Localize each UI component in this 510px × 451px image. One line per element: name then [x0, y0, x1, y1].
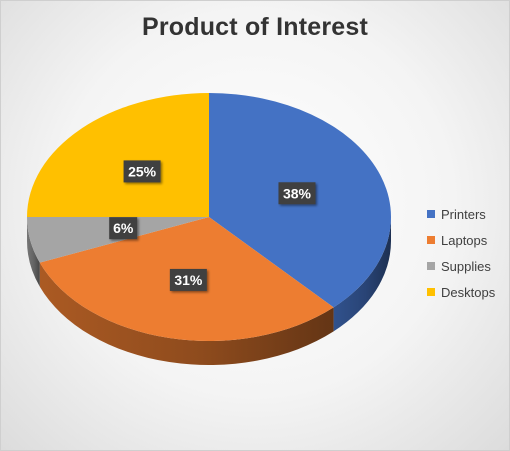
legend-item-printers: Printers: [427, 201, 495, 227]
svg-text:6%: 6%: [113, 220, 134, 236]
legend-swatch: [427, 262, 435, 270]
data-labels: 38% 31% 6% 25%: [109, 160, 316, 291]
pie-side-laptops: [39, 262, 334, 366]
legend-label: Supplies: [441, 258, 491, 274]
legend-label: Printers: [441, 206, 486, 222]
legend-label: Desktops: [441, 284, 496, 300]
legend-item-desktops: Desktops: [427, 279, 495, 305]
legend-swatch: [427, 210, 435, 218]
pie-slice-desktops: [27, 93, 209, 217]
chart-title: Product of Interest: [141, 13, 369, 41]
data-label-supplies: 6%: [109, 217, 138, 240]
svg-text:38%: 38%: [283, 185, 312, 201]
svg-text:31%: 31%: [174, 272, 203, 288]
data-label-desktops: 25%: [123, 160, 161, 183]
pie-slices: [27, 93, 391, 341]
pie-side-supplies: [27, 217, 40, 287]
data-label-printers: 38%: [278, 182, 316, 205]
pie-side-printers: [333, 217, 392, 332]
data-label-laptops: 31%: [169, 268, 207, 291]
pie-side-walls: [27, 217, 392, 366]
legend-item-supplies: Supplies: [427, 253, 495, 279]
legend-item-laptops: Laptops: [427, 227, 495, 253]
legend-swatch: [427, 288, 435, 296]
legend-swatch: [427, 236, 435, 244]
chart-legend: Printers Laptops Supplies Desktops: [427, 201, 495, 305]
legend-label: Laptops: [441, 232, 488, 248]
svg-text:25%: 25%: [128, 163, 157, 179]
pie-slice-supplies: [27, 217, 209, 263]
